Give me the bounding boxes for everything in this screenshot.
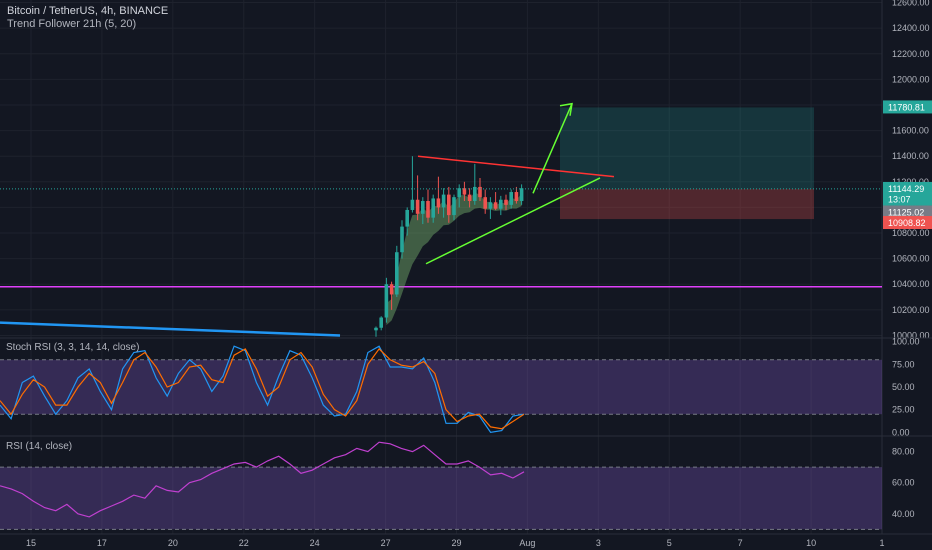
breakout-arrow [532, 103, 573, 194]
support-line [425, 177, 601, 265]
price-axis-tick: 12200.00 [892, 49, 930, 59]
candle-body [426, 201, 430, 218]
price-axis-tick: 10600.00 [892, 254, 930, 264]
oscillator-axis-tick: 80.00 [892, 447, 915, 457]
time-axis-tick: 5 [667, 538, 672, 548]
symbol-title: Bitcoin / TetherUS, 4h, BINANCE [7, 5, 169, 17]
rsi-line-0 [0, 441, 525, 518]
price-axis-tick: 11400.00 [892, 151, 929, 161]
candle-body [493, 202, 498, 209]
oscillator-axis-tick: 50.00 [892, 382, 915, 392]
stoch-rsi-line-1 [0, 347, 525, 430]
time-axis-tick: 3 [596, 538, 601, 548]
time-axis-tick: 1 [879, 538, 884, 548]
price-axis-label [883, 216, 932, 230]
candle-body [421, 201, 425, 214]
price-axis-tick: 11600.00 [892, 126, 929, 136]
trend-follower-cloud [386, 192, 522, 326]
time-axis-tick: Aug [519, 538, 535, 548]
price-axis-label [883, 100, 932, 114]
candle-body [431, 198, 435, 218]
oscillator-axis-tick: 25.00 [892, 405, 915, 415]
price-axis-label [883, 192, 932, 206]
candle-body [488, 202, 493, 209]
trend-follower-legend: Trend Follower 21h (5, 20) [7, 18, 137, 30]
price-axis-label-text: 10908.82 [888, 218, 926, 228]
candle-body [478, 186, 482, 198]
price-axis-label-text: 11780.81 [888, 102, 925, 112]
candle-body [374, 327, 378, 331]
rsi-band [0, 467, 882, 530]
candle-body [519, 188, 524, 202]
candle-body [436, 198, 441, 208]
price-axis-tick: 10800.00 [892, 228, 930, 238]
oscillator-axis-tick: 75.00 [892, 359, 915, 369]
rsi-legend: RSI (14, close) [6, 441, 73, 452]
candle-body [384, 284, 389, 318]
oscillator-axis-tick: 100.00 [892, 337, 920, 347]
resistance-line [417, 155, 615, 178]
candle-body [379, 317, 383, 328]
oscillator-axis-tick: 40.00 [892, 509, 915, 519]
price-axis-tick: 12600.00 [892, 0, 930, 8]
time-axis-tick: 24 [310, 538, 320, 548]
stoch-rsi-legend: Stoch RSI (3, 3, 14, 14, close) [6, 342, 140, 353]
candle-body [452, 197, 456, 216]
candle-body [504, 199, 508, 205]
candle-body [473, 186, 477, 202]
candle-body [467, 194, 472, 202]
price-axis-label-text: 11125.02 [888, 208, 924, 218]
time-axis-tick: 29 [451, 538, 461, 548]
candle-body [514, 192, 519, 202]
candle-body [400, 226, 404, 253]
stoch-rsi-line-0 [0, 345, 525, 434]
price-axis-tick: 12400.00 [892, 23, 930, 33]
price-axis-tick: 10200.00 [892, 305, 930, 315]
price-axis-label-text: 11144.29 [888, 184, 924, 194]
price-axis-tick: 12000.00 [892, 74, 930, 84]
time-axis-tick: 7 [738, 538, 743, 548]
candle-body [415, 199, 420, 214]
time-axis-tick: 17 [97, 538, 107, 548]
long-position-target-zone [560, 107, 814, 189]
oscillator-axis-tick: 60.00 [892, 478, 915, 488]
price-axis-tick: 10000.00 [892, 330, 930, 340]
price-axis-tick: 10400.00 [892, 279, 930, 289]
time-axis-tick: 10 [806, 538, 816, 548]
candle-body [441, 194, 446, 208]
long-position-stop-zone [560, 188, 814, 220]
price-axis-tick: 11200.00 [892, 177, 929, 187]
candle-body [447, 194, 451, 216]
oscillator-axis-tick: 0.00 [892, 427, 910, 437]
candle-body [462, 188, 467, 195]
candle-body [395, 252, 399, 295]
time-axis-tick: 15 [26, 538, 36, 548]
time-axis-tick: 20 [168, 538, 178, 548]
candle-body [483, 197, 487, 209]
candle-body [410, 199, 415, 210]
candle-body [389, 284, 394, 295]
candle-body [509, 192, 513, 205]
price-axis-label [883, 181, 932, 195]
time-axis-tick: 22 [239, 538, 249, 548]
candle-body [405, 209, 409, 227]
price-axis-label-text: 13:07 [888, 195, 911, 205]
time-axis-tick: 27 [381, 538, 391, 548]
breakout-arrow-head [559, 102, 573, 116]
candle-body [457, 188, 461, 198]
price-axis-label [883, 205, 932, 219]
blue-trend-line [0, 321, 341, 337]
candle-body [499, 199, 503, 209]
